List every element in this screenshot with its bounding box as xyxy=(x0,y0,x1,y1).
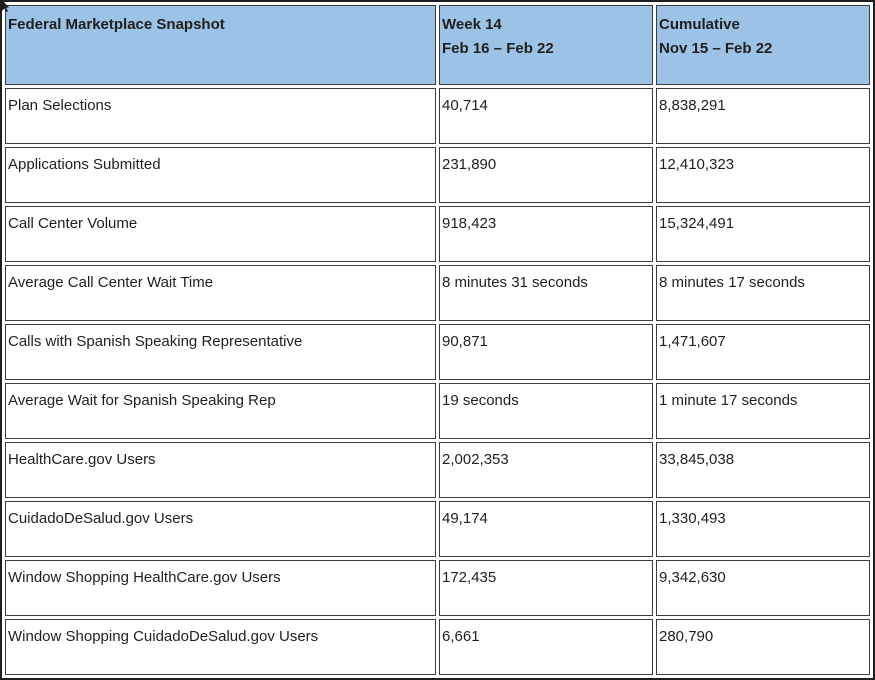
table-header: Federal Marketplace Snapshot Week 14 Feb… xyxy=(5,5,870,85)
metric-label: Average Call Center Wait Time xyxy=(5,265,436,321)
table-row: HealthCare.gov Users 2,002,353 33,845,038 xyxy=(5,442,870,498)
table-body: Plan Selections 40,714 8,838,291 Applicatio… xyxy=(5,88,870,675)
header-cell-cumulative: Cumulative Nov 15 – Feb 22 xyxy=(656,5,870,85)
table-row: CuidadoDeSalud.gov Users 49,174 1,330,493 xyxy=(5,501,870,557)
week-value: 231,890 xyxy=(439,147,653,203)
cumulative-value: 33,845,038 xyxy=(656,442,870,498)
table-row: Plan Selections 40,714 8,838,291 xyxy=(5,88,870,144)
week-value: 40,714 xyxy=(439,88,653,144)
header-row: Federal Marketplace Snapshot Week 14 Feb… xyxy=(5,5,870,85)
metric-label: HealthCare.gov Users xyxy=(5,442,436,498)
cumulative-value: 9,342,630 xyxy=(656,560,870,616)
week-value: 918,423 xyxy=(439,206,653,262)
table-row: Average Wait for Spanish Speaking Rep 19 … xyxy=(5,383,870,439)
cumulative-value: 280,790 xyxy=(656,619,870,675)
metric-label: Window Shopping HealthCare.gov Users xyxy=(5,560,436,616)
table-row: Calls with Spanish Speaking Representati… xyxy=(5,324,870,380)
table-row: Applications Submitted 231,890 12,410,323 xyxy=(5,147,870,203)
metric-label: Call Center Volume xyxy=(5,206,436,262)
week-value: 19 seconds xyxy=(439,383,653,439)
table-row: Call Center Volume 918,423 15,324,491 xyxy=(5,206,870,262)
week-value: 172,435 xyxy=(439,560,653,616)
week-value: 6,661 xyxy=(439,619,653,675)
cumulative-header-line1: Cumulative xyxy=(659,16,740,33)
table-title: Federal Marketplace Snapshot xyxy=(8,16,225,33)
table-row: Window Shopping CuidadoDeSalud.gov Users… xyxy=(5,619,870,675)
cumulative-value: 1,330,493 xyxy=(656,501,870,557)
cumulative-value: 8,838,291 xyxy=(656,88,870,144)
cumulative-value: 1 minute 17 seconds xyxy=(656,383,870,439)
week-value: 90,871 xyxy=(439,324,653,380)
week-header-line2: Feb 16 – Feb 22 xyxy=(442,40,554,57)
week-value: 8 minutes 31 seconds xyxy=(439,265,653,321)
table-row: Window Shopping HealthCare.gov Users 172,… xyxy=(5,560,870,616)
table-row: Average Call Center Wait Time 8 minutes 3… xyxy=(5,265,870,321)
cumulative-value: 15,324,491 xyxy=(656,206,870,262)
metric-label: Calls with Spanish Speaking Representati… xyxy=(5,324,436,380)
cumulative-value: 12,410,323 xyxy=(656,147,870,203)
week-value: 2,002,353 xyxy=(439,442,653,498)
week-value: 49,174 xyxy=(439,501,653,557)
metric-label: CuidadoDeSalud.gov Users xyxy=(5,501,436,557)
metric-label: Average Wait for Spanish Speaking Rep xyxy=(5,383,436,439)
metric-label: Applications Submitted xyxy=(5,147,436,203)
header-cell-metric: Federal Marketplace Snapshot xyxy=(5,5,436,85)
metric-label: Window Shopping CuidadoDeSalud.gov Users xyxy=(5,619,436,675)
metric-label: Plan Selections xyxy=(5,88,436,144)
header-cell-week: Week 14 Feb 16 – Feb 22 xyxy=(439,5,653,85)
cumulative-value: 1,471,607 xyxy=(656,324,870,380)
cumulative-header-line2: Nov 15 – Feb 22 xyxy=(659,40,773,57)
week-header-line1: Week 14 xyxy=(442,16,502,33)
cumulative-value: 8 minutes 17 seconds xyxy=(656,265,870,321)
